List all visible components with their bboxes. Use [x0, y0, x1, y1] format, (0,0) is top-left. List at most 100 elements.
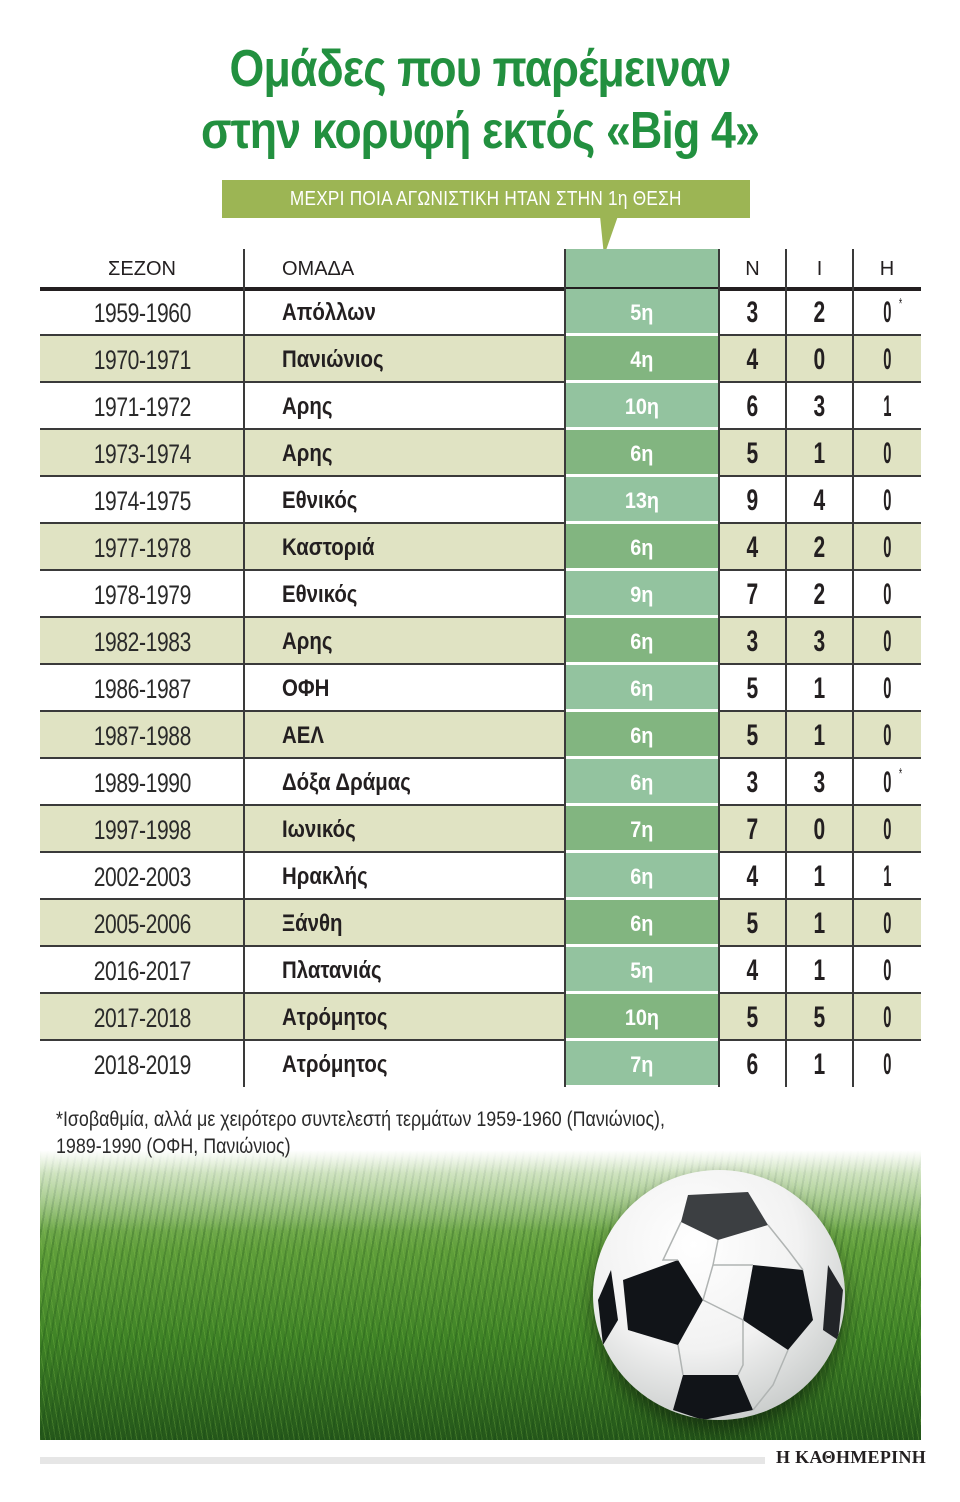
season-cell: 1997-1998: [40, 806, 244, 851]
losses-value: 0: [882, 484, 892, 517]
losses-value: 0: [882, 1048, 892, 1081]
team-cell: Αρης: [244, 430, 565, 475]
draws-cell: 2: [786, 289, 853, 334]
wins-cell: 5: [719, 900, 786, 945]
footnote: *Ισοβαθμία, αλλά με χειρότερο συντελεστή…: [56, 1106, 916, 1160]
matchday-value: 5η: [630, 958, 654, 983]
losses-cell: 1: [853, 853, 921, 898]
table-row: 1970-1971 Πανιώνιος 4η 4 0 0: [40, 336, 921, 383]
wins-value: 3: [746, 625, 759, 658]
season-cell: 1978-1979: [40, 571, 244, 616]
matchday-cell: 6η: [565, 900, 719, 947]
team-cell: Εθνικός: [244, 571, 565, 616]
team-name: Εθνικός: [282, 581, 358, 608]
column-divider: [785, 249, 787, 1087]
losses-value: 0: [882, 719, 892, 752]
wins-value: 9: [746, 484, 759, 517]
matchday-value: 5η: [630, 300, 654, 325]
team-name: Πλατανιάς: [282, 957, 382, 984]
losses-cell: 0: [853, 430, 921, 475]
footnote-line-1: *Ισοβαθμία, αλλά με χειρότερο συντελεστή…: [56, 1108, 665, 1131]
matchday-cell: 10η: [565, 383, 719, 430]
season-cell: 2005-2006: [40, 900, 244, 945]
losses-value: 0: [882, 343, 892, 376]
wins-value: 6: [746, 390, 759, 423]
losses-wrap: 0: [881, 430, 893, 478]
team-name: Καστοριά: [282, 534, 375, 561]
team-cell: Αρης: [244, 618, 565, 663]
wins-cell: 3: [719, 289, 786, 334]
wins-cell: 3: [719, 759, 786, 804]
matchday-cell: 10η: [565, 994, 719, 1041]
team-name: Ατρόμητος: [282, 1004, 388, 1031]
losses-wrap: 0: [881, 618, 893, 666]
header-losses: Η: [879, 258, 895, 280]
team-cell: Ξάνθη: [244, 900, 565, 945]
draws-value: 0: [813, 343, 826, 376]
season-value: 1982-1983: [93, 627, 191, 657]
season-cell: 1987-1988: [40, 712, 244, 757]
matchday-value: 6η: [630, 911, 654, 936]
header-draws: Ι: [816, 258, 823, 280]
losses-value: 0: [882, 625, 892, 658]
table-header: ΣΕΖΟΝ ΟΜΑΔΑ Ν Ι Η: [40, 249, 921, 291]
losses-value: 0: [882, 437, 892, 470]
draws-cell: 3: [786, 759, 853, 804]
table-row: 2005-2006 Ξάνθη 6η 5 1 0: [40, 900, 921, 947]
season-value: 1973-1974: [93, 439, 191, 469]
losses-cell: 0: [853, 947, 921, 992]
losses-value: 0: [882, 907, 892, 940]
wins-cell: 4: [719, 524, 786, 569]
season-cell: 1977-1978: [40, 524, 244, 569]
losses-cell: 0: [853, 806, 921, 851]
losses-value: 0: [882, 296, 892, 329]
season-value: 1986-1987: [93, 674, 191, 704]
wins-cell: 4: [719, 853, 786, 898]
draws-cell: 1: [786, 430, 853, 475]
draws-cell: 1: [786, 947, 853, 992]
team-cell: Ιωνικός: [244, 806, 565, 851]
draws-value: 4: [813, 484, 826, 517]
losses-wrap: 0: [881, 571, 893, 619]
team-cell: Πανιώνιος: [244, 336, 565, 381]
header-team: ΟΜΑΔΑ: [282, 258, 355, 280]
draws-value: 1: [813, 860, 826, 893]
table-row: 1978-1979 Εθνικός 9η 7 2 0: [40, 571, 921, 618]
losses-value: 0: [882, 578, 892, 611]
wins-value: 5: [746, 437, 759, 470]
season-cell: 1986-1987: [40, 665, 244, 710]
footnote-marker: *: [898, 296, 902, 313]
matchday-value: 6η: [630, 629, 654, 654]
draws-value: 1: [813, 1048, 826, 1081]
matchday-header-cell: [565, 249, 719, 289]
draws-value: 2: [813, 578, 826, 611]
table-row: 1987-1988 ΑΕΛ 6η 5 1 0: [40, 712, 921, 759]
season-value: 2002-2003: [93, 862, 191, 892]
wins-value: 5: [746, 672, 759, 705]
draws-value: 0: [813, 813, 826, 846]
team-name: Αρης: [282, 440, 333, 467]
losses-cell: 0: [853, 1041, 921, 1086]
draws-cell: 5: [786, 994, 853, 1039]
matchday-cell: 13η: [565, 477, 719, 524]
matchday-cell: 7η: [565, 806, 719, 853]
team-cell: Πλατανιάς: [244, 947, 565, 992]
season-value: 2018-2019: [93, 1050, 191, 1080]
wins-cell: 4: [719, 336, 786, 381]
losses-wrap: 0: [881, 900, 893, 948]
losses-wrap: 0: [881, 336, 893, 384]
column-divider: [852, 249, 854, 1087]
losses-cell: 0: [853, 336, 921, 381]
team-name: Εθνικός: [282, 487, 358, 514]
season-value: 1971-1972: [93, 392, 191, 422]
season-cell: 2018-2019: [40, 1041, 244, 1086]
season-cell: 2002-2003: [40, 853, 244, 898]
wins-cell: 5: [719, 665, 786, 710]
losses-cell: 0: [853, 712, 921, 757]
losses-cell: 0: [853, 477, 921, 522]
draws-cell: 1: [786, 900, 853, 945]
footer-divider: [40, 1457, 765, 1464]
header-divider: [40, 287, 921, 291]
table-row: 2017-2018 Ατρόμητος 10η 5 5 0: [40, 994, 921, 1041]
soccer-ball-icon: [593, 1170, 845, 1420]
